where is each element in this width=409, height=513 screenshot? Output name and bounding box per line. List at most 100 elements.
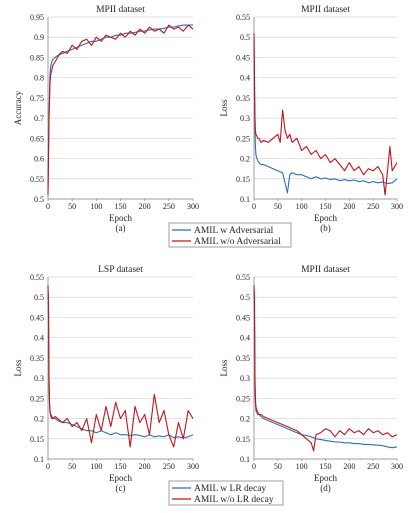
x-tick-label: 250 [367,462,379,471]
series-line-blue [253,289,398,449]
y-tick-label: 0.1 [240,455,250,464]
x-tick-label: 0 [252,462,256,471]
y-tick-label: 0.1 [34,455,44,464]
y-axis-label: Loss [13,359,23,377]
x-tick-label: 150 [320,202,332,211]
y-tick-label: 0.4 [240,334,250,343]
series-line-red [47,285,194,448]
y-tick-label: 0.15 [30,435,44,444]
x-tick-label: 250 [163,202,175,211]
y-tick-label: 0.95 [30,13,44,22]
y-tick-label: 0.3 [34,374,44,383]
series-line-blue [47,289,194,439]
y-tick-label: 0.3 [240,374,250,383]
legend-entry: AMIL w/o Adversarial [194,237,281,247]
series-line-red [253,33,398,196]
y-tick-label: 0.6 [34,155,44,164]
x-tick-label: 200 [343,202,355,211]
x-tick-label: 50 [68,202,76,211]
panel-caption: (d) [320,483,331,493]
y-tick-label: 0.55 [30,273,44,282]
y-tick-label: 0.55 [236,13,250,22]
legend-box [168,222,292,248]
x-tick-label: 0 [46,462,50,471]
x-axis-label: Epoch [109,213,132,223]
y-tick-label: 0.65 [30,134,44,143]
y-axis-label: Accuracy [13,90,23,125]
x-tick-label: 50 [274,462,282,471]
y-tick-label: 0.4 [34,334,44,343]
series-line-blue [47,24,193,191]
x-tick-label: 300 [391,202,403,211]
series-line-blue [253,37,398,194]
y-tick-label: 0.5 [34,293,44,302]
x-tick-label: 150 [320,462,332,471]
y-axis-label: Loss [219,99,229,117]
x-tick-label: 200 [139,462,151,471]
y-tick-label: 0.55 [30,175,44,184]
x-tick-label: 100 [296,462,308,471]
y-tick-label: 0.35 [236,94,250,103]
y-tick-label: 0.5 [240,293,250,302]
chart-title: LSP dataset [98,265,143,275]
y-tick-label: 0.5 [240,33,250,42]
x-tick-label: 50 [68,462,76,471]
y-tick-label: 0.15 [236,175,250,184]
y-tick-label: 0.45 [30,313,44,322]
x-tick-label: 0 [252,202,256,211]
x-tick-label: 300 [391,462,403,471]
y-tick-label: 0.45 [236,53,250,62]
x-tick-label: 300 [187,462,199,471]
y-tick-label: 0.8 [34,74,44,83]
x-tick-label: 50 [274,202,282,211]
y-tick-label: 0.25 [236,134,250,143]
x-tick-label: 150 [115,462,127,471]
x-tick-label: 150 [115,202,127,211]
x-axis-label: Epoch [314,213,337,223]
y-tick-label: 0.7 [34,114,44,123]
y-tick-label: 0.35 [236,354,250,363]
y-tick-label: 0.4 [240,74,250,83]
y-tick-label: 0.2 [240,415,250,424]
y-tick-label: 0.5 [34,195,44,204]
chart-title: MPII dataset [96,5,145,15]
y-tick-label: 0.1 [240,195,250,204]
x-tick-label: 0 [46,202,50,211]
y-tick-label: 0.15 [236,435,250,444]
y-tick-label: 0.75 [30,94,44,103]
legend-entry: AMIL w/o LR decay [194,495,274,505]
y-tick-label: 0.9 [34,33,44,42]
y-tick-label: 0.2 [240,155,250,164]
y-tick-label: 0.85 [30,53,44,62]
chart-panel-2: 0.1 0.15 0.2 0.25 0.3 0.35 0.4 0.45 0.5 0.55 0 50 10… [219,5,403,233]
y-tick-label: 0.2 [34,415,44,424]
series-line-red [253,285,398,452]
legend-box [168,480,284,506]
series-line-red [47,24,194,196]
x-tick-label: 100 [90,202,102,211]
chart-panel-1: 0.5 0.55 0.6 0.65 0.7 0.75 0.8 0.85 0.9 0.95 0 50 10… [13,5,199,233]
panel-caption: (b) [320,223,331,233]
x-tick-label: 100 [296,202,308,211]
y-tick-label: 0.3 [240,114,250,123]
y-axis-label: Loss [219,359,229,377]
panel-caption: (a) [116,223,126,233]
legend-entry: AMIL w Adversarial [194,226,274,236]
chart-panel-3: 0.1 0.15 0.2 0.25 0.3 0.35 0.4 0.45 0.5 0.55 0 50 10… [13,265,199,493]
y-tick-label: 0.55 [236,273,250,282]
chart-panel-4: 0.1 0.15 0.2 0.25 0.3 0.35 0.4 0.45 0.5 0.55 0 50 10… [219,265,403,493]
y-tick-label: 0.25 [236,394,250,403]
y-tick-label: 0.25 [30,394,44,403]
x-tick-label: 200 [139,202,151,211]
x-tick-label: 100 [90,462,102,471]
y-tick-label: 0.45 [236,313,250,322]
x-axis-label: Epoch [109,473,132,483]
y-tick-label: 0.35 [30,354,44,363]
legend-entry: AMIL w LR decay [194,484,266,494]
panel-caption: (c) [116,483,126,493]
chart-title: MPII dataset [301,265,350,275]
x-tick-label: 250 [163,462,175,471]
